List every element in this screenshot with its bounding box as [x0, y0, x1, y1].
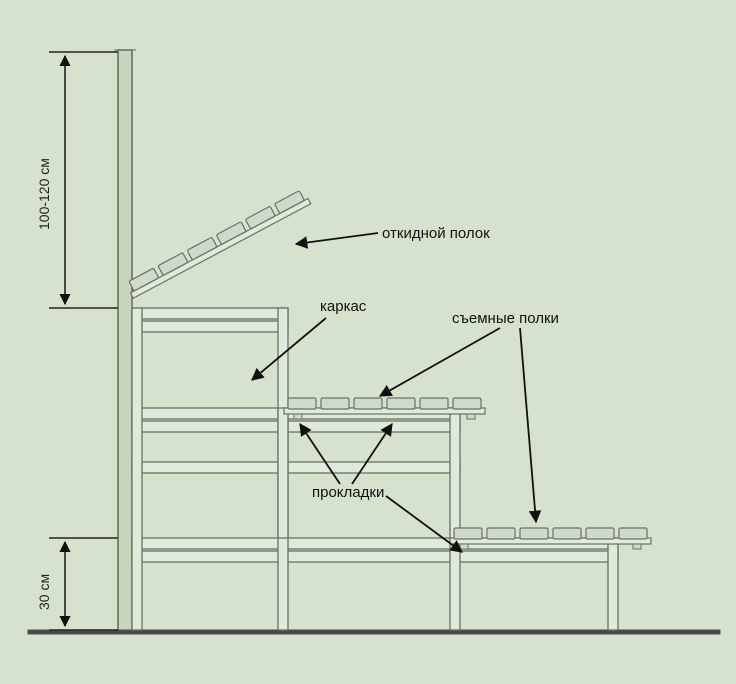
label-frame: каркас: [320, 298, 366, 315]
label-folding-shelf: откидной полок: [382, 225, 490, 242]
dim-label-bottom-step: 30 см: [36, 574, 52, 610]
diagram-canvas: 100-120 см 30 см откидной полок каркас с…: [0, 0, 736, 684]
dim-label-top-gap: 100-120 см: [36, 158, 52, 230]
label-removable-shelves: съемные полки: [452, 310, 559, 327]
diagram-svg: [0, 0, 736, 684]
label-gaskets: прокладки: [312, 484, 384, 501]
